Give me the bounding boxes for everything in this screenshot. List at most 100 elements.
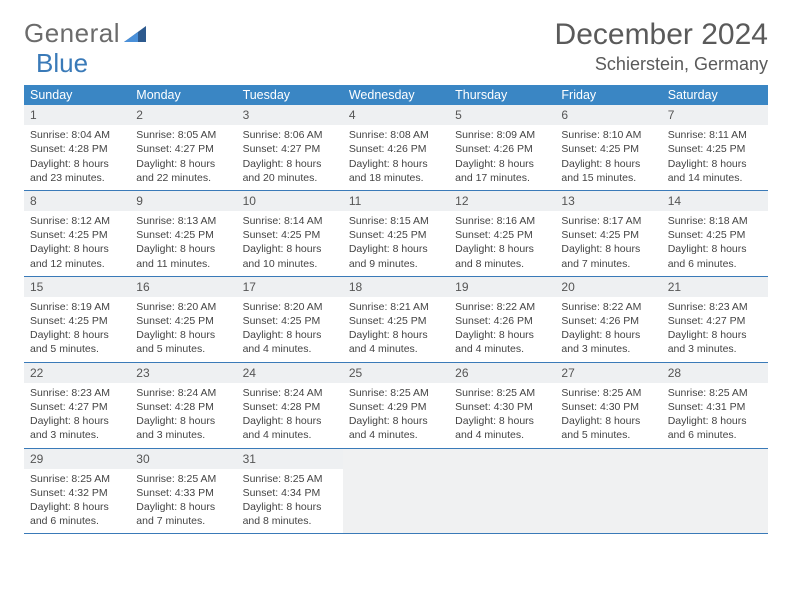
- day-body: Sunrise: 8:21 AMSunset: 4:25 PMDaylight:…: [343, 297, 449, 362]
- week-row: 29Sunrise: 8:25 AMSunset: 4:32 PMDayligh…: [24, 449, 768, 535]
- day-cell: 15Sunrise: 8:19 AMSunset: 4:25 PMDayligh…: [24, 277, 130, 362]
- daylight: Daylight: 8 hours and 5 minutes.: [136, 328, 230, 356]
- day-cell: 9Sunrise: 8:13 AMSunset: 4:25 PMDaylight…: [130, 191, 236, 276]
- sunrise: Sunrise: 8:23 AM: [30, 386, 124, 400]
- calendar: SundayMondayTuesdayWednesdayThursdayFrid…: [24, 85, 768, 534]
- day-cell: 3Sunrise: 8:06 AMSunset: 4:27 PMDaylight…: [237, 105, 343, 190]
- empty-cell: [449, 449, 555, 534]
- logo-text-1: General: [24, 18, 120, 49]
- dayname-row: SundayMondayTuesdayWednesdayThursdayFrid…: [24, 85, 768, 105]
- day-number: 22: [24, 363, 130, 383]
- sunrise: Sunrise: 8:05 AM: [136, 128, 230, 142]
- day-cell: 8Sunrise: 8:12 AMSunset: 4:25 PMDaylight…: [24, 191, 130, 276]
- sunrise: Sunrise: 8:25 AM: [668, 386, 762, 400]
- sunset: Sunset: 4:25 PM: [243, 228, 337, 242]
- day-body: Sunrise: 8:04 AMSunset: 4:28 PMDaylight:…: [24, 125, 130, 190]
- day-body: Sunrise: 8:16 AMSunset: 4:25 PMDaylight:…: [449, 211, 555, 276]
- sunrise: Sunrise: 8:12 AM: [30, 214, 124, 228]
- sunrise: Sunrise: 8:24 AM: [243, 386, 337, 400]
- sunrise: Sunrise: 8:20 AM: [136, 300, 230, 314]
- sunrise: Sunrise: 8:25 AM: [136, 472, 230, 486]
- sunset: Sunset: 4:25 PM: [349, 228, 443, 242]
- sunrise: Sunrise: 8:25 AM: [561, 386, 655, 400]
- day-number: 23: [130, 363, 236, 383]
- sunset: Sunset: 4:26 PM: [561, 314, 655, 328]
- day-number: 29: [24, 449, 130, 469]
- sunset: Sunset: 4:29 PM: [349, 400, 443, 414]
- sunrise: Sunrise: 8:25 AM: [243, 472, 337, 486]
- sunrise: Sunrise: 8:14 AM: [243, 214, 337, 228]
- location: Schierstein, Germany: [555, 54, 768, 75]
- daylight: Daylight: 8 hours and 17 minutes.: [455, 157, 549, 185]
- sunset: Sunset: 4:30 PM: [561, 400, 655, 414]
- month-title: December 2024: [555, 18, 768, 52]
- daylight: Daylight: 8 hours and 15 minutes.: [561, 157, 655, 185]
- daylight: Daylight: 8 hours and 4 minutes.: [455, 414, 549, 442]
- sunset: Sunset: 4:26 PM: [455, 142, 549, 156]
- sunset: Sunset: 4:28 PM: [30, 142, 124, 156]
- daylight: Daylight: 8 hours and 6 minutes.: [30, 500, 124, 528]
- day-number: 20: [555, 277, 661, 297]
- day-body: Sunrise: 8:18 AMSunset: 4:25 PMDaylight:…: [662, 211, 768, 276]
- day-number: 15: [24, 277, 130, 297]
- day-body: Sunrise: 8:06 AMSunset: 4:27 PMDaylight:…: [237, 125, 343, 190]
- day-cell: 11Sunrise: 8:15 AMSunset: 4:25 PMDayligh…: [343, 191, 449, 276]
- day-cell: 2Sunrise: 8:05 AMSunset: 4:27 PMDaylight…: [130, 105, 236, 190]
- day-body: Sunrise: 8:05 AMSunset: 4:27 PMDaylight:…: [130, 125, 236, 190]
- day-cell: 22Sunrise: 8:23 AMSunset: 4:27 PMDayligh…: [24, 363, 130, 448]
- sunrise: Sunrise: 8:21 AM: [349, 300, 443, 314]
- day-number: 6: [555, 105, 661, 125]
- day-body: Sunrise: 8:15 AMSunset: 4:25 PMDaylight:…: [343, 211, 449, 276]
- dayname: Sunday: [24, 85, 130, 105]
- day-body: Sunrise: 8:25 AMSunset: 4:29 PMDaylight:…: [343, 383, 449, 448]
- daylight: Daylight: 8 hours and 8 minutes.: [243, 500, 337, 528]
- day-number: 10: [237, 191, 343, 211]
- day-number: 31: [237, 449, 343, 469]
- sunrise: Sunrise: 8:13 AM: [136, 214, 230, 228]
- sunset: Sunset: 4:25 PM: [455, 228, 549, 242]
- daylight: Daylight: 8 hours and 7 minutes.: [136, 500, 230, 528]
- sunrise: Sunrise: 8:25 AM: [30, 472, 124, 486]
- day-number: 16: [130, 277, 236, 297]
- day-cell: 12Sunrise: 8:16 AMSunset: 4:25 PMDayligh…: [449, 191, 555, 276]
- day-body: Sunrise: 8:25 AMSunset: 4:34 PMDaylight:…: [237, 469, 343, 534]
- empty-cell: [343, 449, 449, 534]
- sunset: Sunset: 4:31 PM: [668, 400, 762, 414]
- daylight: Daylight: 8 hours and 11 minutes.: [136, 242, 230, 270]
- sunrise: Sunrise: 8:20 AM: [243, 300, 337, 314]
- day-cell: 4Sunrise: 8:08 AMSunset: 4:26 PMDaylight…: [343, 105, 449, 190]
- sunset: Sunset: 4:32 PM: [30, 486, 124, 500]
- day-number: 11: [343, 191, 449, 211]
- day-cell: 13Sunrise: 8:17 AMSunset: 4:25 PMDayligh…: [555, 191, 661, 276]
- day-body: Sunrise: 8:25 AMSunset: 4:30 PMDaylight:…: [449, 383, 555, 448]
- daylight: Daylight: 8 hours and 18 minutes.: [349, 157, 443, 185]
- day-body: Sunrise: 8:24 AMSunset: 4:28 PMDaylight:…: [237, 383, 343, 448]
- sunrise: Sunrise: 8:09 AM: [455, 128, 549, 142]
- day-cell: 6Sunrise: 8:10 AMSunset: 4:25 PMDaylight…: [555, 105, 661, 190]
- day-cell: 27Sunrise: 8:25 AMSunset: 4:30 PMDayligh…: [555, 363, 661, 448]
- daylight: Daylight: 8 hours and 9 minutes.: [349, 242, 443, 270]
- triangle-icon: [124, 18, 146, 49]
- daylight: Daylight: 8 hours and 22 minutes.: [136, 157, 230, 185]
- day-cell: 30Sunrise: 8:25 AMSunset: 4:33 PMDayligh…: [130, 449, 236, 534]
- day-number: 7: [662, 105, 768, 125]
- daylight: Daylight: 8 hours and 4 minutes.: [455, 328, 549, 356]
- week-row: 22Sunrise: 8:23 AMSunset: 4:27 PMDayligh…: [24, 363, 768, 449]
- daylight: Daylight: 8 hours and 7 minutes.: [561, 242, 655, 270]
- sunset: Sunset: 4:26 PM: [349, 142, 443, 156]
- daylight: Daylight: 8 hours and 3 minutes.: [668, 328, 762, 356]
- day-body: Sunrise: 8:10 AMSunset: 4:25 PMDaylight:…: [555, 125, 661, 190]
- sunset: Sunset: 4:28 PM: [136, 400, 230, 414]
- daylight: Daylight: 8 hours and 4 minutes.: [349, 328, 443, 356]
- day-number: 1: [24, 105, 130, 125]
- day-body: Sunrise: 8:24 AMSunset: 4:28 PMDaylight:…: [130, 383, 236, 448]
- daylight: Daylight: 8 hours and 4 minutes.: [243, 328, 337, 356]
- day-number: 21: [662, 277, 768, 297]
- day-number: 14: [662, 191, 768, 211]
- sunset: Sunset: 4:25 PM: [30, 314, 124, 328]
- day-body: Sunrise: 8:25 AMSunset: 4:31 PMDaylight:…: [662, 383, 768, 448]
- day-number: 9: [130, 191, 236, 211]
- sunrise: Sunrise: 8:04 AM: [30, 128, 124, 142]
- dayname: Thursday: [449, 85, 555, 105]
- sunset: Sunset: 4:27 PM: [243, 142, 337, 156]
